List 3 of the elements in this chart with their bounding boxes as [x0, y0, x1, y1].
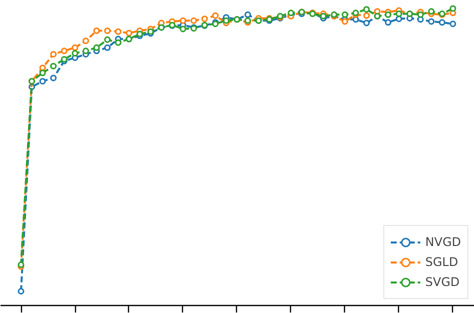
legend-label: SGLD — [425, 255, 458, 269]
legend-label: SVGD — [425, 275, 460, 289]
legend-label: NVGD — [425, 235, 461, 249]
